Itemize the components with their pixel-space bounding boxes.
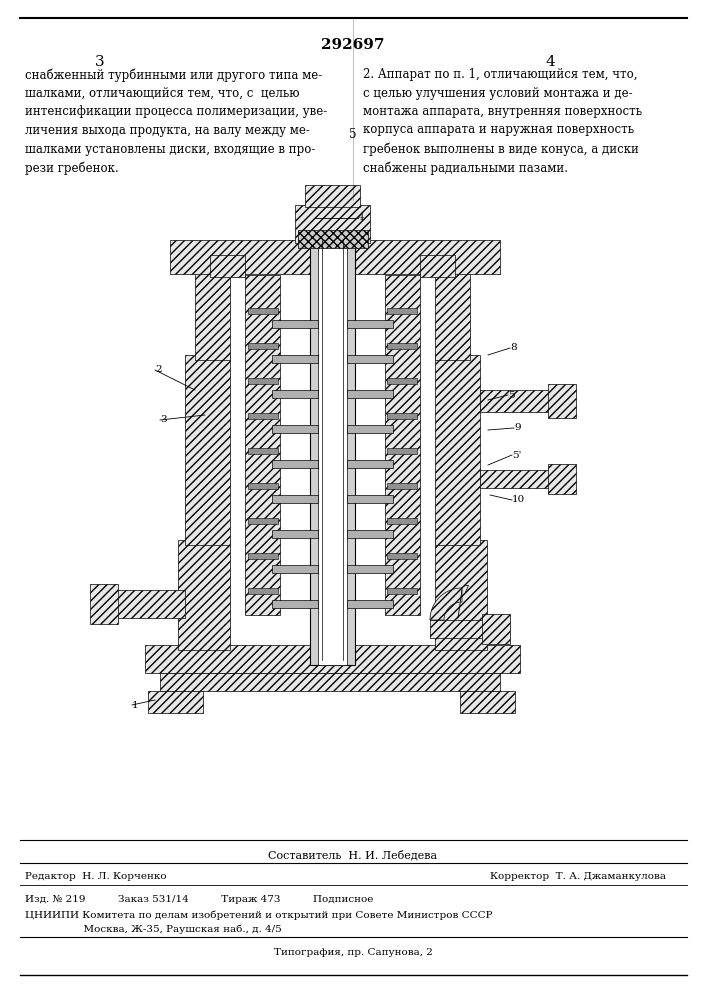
- Text: 3: 3: [95, 55, 105, 69]
- Bar: [347, 495, 393, 503]
- Bar: [248, 553, 278, 559]
- Bar: [295, 205, 370, 243]
- Bar: [387, 378, 417, 384]
- Bar: [248, 588, 278, 594]
- Text: Корректор  Т. А. Джаманкулова: Корректор Т. А. Джаманкулова: [490, 872, 666, 881]
- Text: 292697: 292697: [321, 38, 385, 52]
- Bar: [305, 185, 360, 207]
- Bar: [272, 565, 318, 573]
- Text: 1: 1: [132, 700, 139, 710]
- Bar: [148, 691, 203, 713]
- Bar: [272, 460, 318, 468]
- Bar: [387, 483, 417, 489]
- Text: Редактор  Н. Л. Корченко: Редактор Н. Л. Корченко: [25, 872, 167, 881]
- Bar: [480, 390, 555, 412]
- Bar: [248, 343, 278, 349]
- Bar: [430, 620, 490, 638]
- Text: 9: 9: [514, 424, 520, 432]
- Bar: [272, 530, 318, 538]
- Text: 5: 5: [349, 128, 357, 141]
- Text: 10: 10: [512, 495, 525, 504]
- Bar: [347, 565, 393, 573]
- Bar: [420, 255, 455, 277]
- Bar: [272, 600, 318, 608]
- Bar: [387, 553, 417, 559]
- Bar: [248, 448, 278, 454]
- Bar: [248, 413, 278, 419]
- Bar: [318, 235, 347, 665]
- Bar: [272, 390, 318, 398]
- Bar: [145, 645, 520, 673]
- Bar: [548, 384, 576, 418]
- Bar: [347, 355, 393, 363]
- Bar: [90, 584, 118, 624]
- Bar: [347, 600, 393, 608]
- Bar: [178, 540, 230, 650]
- Text: Москва, Ж-35, Раушская наб., д. 4/5: Москва, Ж-35, Раушская наб., д. 4/5: [25, 924, 282, 934]
- Bar: [387, 448, 417, 454]
- Bar: [435, 270, 470, 360]
- Bar: [387, 308, 417, 314]
- Bar: [310, 235, 355, 665]
- Bar: [272, 320, 318, 328]
- Bar: [248, 378, 278, 384]
- Bar: [110, 590, 185, 618]
- Text: 5': 5': [512, 450, 521, 460]
- Polygon shape: [430, 588, 462, 620]
- Text: 7: 7: [462, 585, 469, 594]
- Bar: [185, 355, 230, 545]
- Bar: [347, 460, 393, 468]
- Bar: [347, 320, 393, 328]
- Text: 2: 2: [155, 365, 162, 374]
- Text: Составитель  Н. И. Лебедева: Составитель Н. И. Лебедева: [269, 850, 438, 861]
- Bar: [387, 413, 417, 419]
- Bar: [387, 343, 417, 349]
- Bar: [298, 230, 368, 248]
- Bar: [480, 470, 555, 488]
- Bar: [272, 355, 318, 363]
- Bar: [245, 275, 280, 615]
- Bar: [347, 425, 393, 433]
- Bar: [548, 464, 576, 494]
- Text: Изд. № 219          Заказ 531/14          Тираж 473          Подписное: Изд. № 219 Заказ 531/14 Тираж 473 Подпис…: [25, 895, 373, 904]
- Bar: [385, 275, 420, 615]
- Text: 4: 4: [358, 214, 365, 223]
- Bar: [347, 530, 393, 538]
- Bar: [248, 308, 278, 314]
- Text: 8: 8: [510, 344, 517, 353]
- Text: 5: 5: [508, 390, 515, 399]
- Bar: [170, 240, 500, 274]
- Bar: [387, 518, 417, 524]
- Bar: [387, 588, 417, 594]
- Bar: [210, 255, 245, 277]
- Text: 3: 3: [160, 416, 167, 424]
- Text: 4: 4: [545, 55, 555, 69]
- Bar: [460, 691, 515, 713]
- Bar: [347, 390, 393, 398]
- Text: Типография, пр. Сапунова, 2: Типография, пр. Сапунова, 2: [274, 948, 433, 957]
- Bar: [195, 270, 230, 360]
- Bar: [160, 673, 500, 691]
- Bar: [435, 355, 480, 545]
- Bar: [272, 495, 318, 503]
- Bar: [272, 425, 318, 433]
- Text: 2. Аппарат по п. 1, отличающийся тем, что,
с целью улучшения условий монтажа и д: 2. Аппарат по п. 1, отличающийся тем, чт…: [363, 68, 642, 175]
- Bar: [435, 540, 487, 650]
- Bar: [248, 518, 278, 524]
- Text: снабженный турбинными или другого типа ме-
шалками, отличающийся тем, что, с  це: снабженный турбинными или другого типа м…: [25, 68, 327, 175]
- Bar: [248, 483, 278, 489]
- Bar: [482, 614, 510, 644]
- Text: ЦНИИПИ Комитета по делам изобретений и открытий при Совете Министров СССР: ЦНИИПИ Комитета по делам изобретений и о…: [25, 910, 493, 920]
